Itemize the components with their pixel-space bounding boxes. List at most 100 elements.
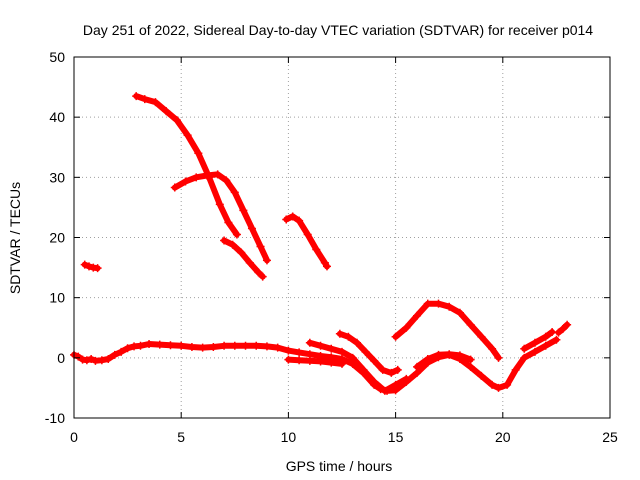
data-point (172, 116, 181, 125)
x-tick-label: 15 (388, 429, 404, 445)
data-point (258, 272, 267, 281)
data-point (348, 353, 357, 362)
series-arc-8 (305, 338, 411, 395)
data-point (198, 343, 207, 352)
series-arc-3 (132, 92, 241, 239)
data-point (295, 348, 304, 357)
data-point (145, 339, 154, 348)
data-point (254, 268, 263, 277)
x-axis-label: GPS time / hours (286, 458, 393, 474)
data-point (245, 258, 254, 267)
data-point (488, 380, 497, 389)
data-point (477, 371, 486, 380)
data-point (252, 341, 261, 350)
series-arc-11 (413, 350, 475, 371)
data-point (117, 347, 126, 356)
y-tick-label: 50 (49, 49, 65, 65)
data-point (511, 365, 520, 374)
data-point (413, 362, 422, 371)
data-point (466, 362, 475, 371)
data-point (380, 386, 389, 395)
data-point (80, 260, 89, 269)
data-point (434, 299, 443, 308)
data-point (136, 341, 145, 350)
data-point (335, 329, 344, 338)
y-tick-label: -10 (45, 410, 65, 426)
data-point (391, 380, 400, 389)
data-point (353, 338, 362, 347)
data-point (202, 171, 211, 180)
data-point (288, 212, 297, 221)
series-arc-4 (170, 170, 271, 265)
data-point (494, 383, 503, 392)
data-point (239, 206, 248, 215)
data-point (228, 240, 237, 249)
series-trace (306, 339, 410, 394)
series-arc-2 (80, 260, 102, 273)
data-point (316, 357, 325, 366)
data-point (402, 323, 411, 332)
data-point (282, 215, 291, 224)
data-point (445, 350, 454, 359)
series-arc-13 (554, 320, 572, 337)
data-point (123, 344, 132, 353)
x-tick-label: 10 (281, 429, 297, 445)
data-point (338, 347, 346, 356)
series-trace (521, 329, 556, 352)
data-point (530, 338, 539, 347)
x-tick-label: 20 (495, 429, 511, 445)
data-point (247, 224, 256, 233)
x-tick-label: 25 (602, 429, 618, 445)
data-point (262, 342, 271, 351)
data-point (181, 177, 190, 186)
data-point (215, 200, 224, 209)
data-point (466, 355, 475, 364)
data-point (554, 328, 563, 337)
data-point (316, 341, 325, 350)
data-point (155, 340, 164, 349)
data-point (413, 311, 422, 320)
data-point (423, 299, 432, 308)
data-point (220, 341, 229, 350)
data-point (224, 218, 233, 227)
data-point (85, 262, 94, 271)
data-point (434, 350, 443, 359)
data-point (361, 347, 370, 356)
data-point (391, 332, 400, 341)
data-point (303, 230, 312, 239)
data-point (402, 374, 411, 383)
y-axis-label: SDTVAR / TECUs (7, 182, 23, 294)
data-point (327, 344, 336, 353)
data-point (97, 356, 106, 365)
data-point (230, 341, 239, 350)
data-point (284, 346, 293, 355)
data-point (213, 170, 222, 179)
data-point (177, 341, 186, 350)
x-tick-label: 5 (177, 429, 185, 445)
x-tick-label: 0 (70, 429, 78, 445)
series-arc-9 (335, 329, 402, 377)
series-arc-5 (220, 236, 267, 281)
data-point (262, 256, 271, 265)
data-point (387, 368, 396, 377)
data-point (230, 188, 239, 197)
series-arc-12 (520, 327, 557, 353)
data-point (466, 320, 475, 329)
data-point (110, 350, 119, 359)
data-point (344, 332, 353, 341)
data-point (132, 92, 141, 101)
data-point (295, 216, 304, 225)
data-point (305, 338, 314, 347)
data-point (488, 344, 497, 353)
tick-layer: 0 5 10 15 20 25 -10 0 10 20 30 40 50 (45, 49, 618, 445)
data-point (445, 302, 454, 311)
data-point (423, 355, 432, 364)
y-tick-label: 40 (49, 109, 65, 125)
data-point (370, 356, 379, 365)
data-point (520, 353, 529, 362)
data-point (93, 264, 102, 273)
y-tick-label: 30 (49, 169, 65, 185)
data-point (170, 183, 179, 192)
